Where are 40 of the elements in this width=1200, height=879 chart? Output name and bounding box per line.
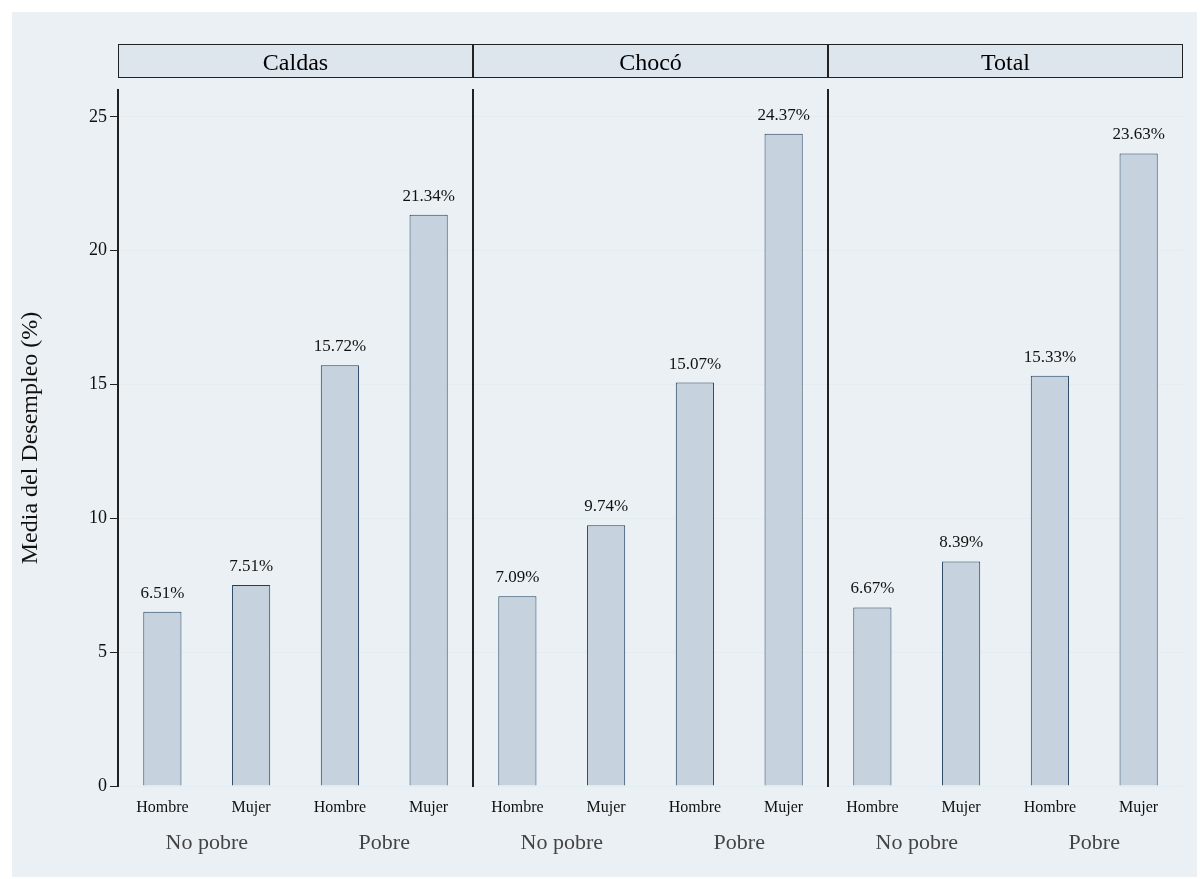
y-axis-title: Media del Desempleo (%) [15, 311, 42, 565]
x-tick-label: Mujer [941, 797, 982, 816]
text: No pobre [520, 828, 603, 854]
data-label: 6.67% [850, 578, 895, 598]
y-tick-label: 15 [89, 373, 107, 394]
x-tick-label: Hombre [491, 797, 544, 815]
y-tick-label: 20 [89, 239, 107, 260]
data-label: 24.37% [757, 104, 810, 124]
data-label: 21.34% [402, 185, 455, 205]
chart-title: Total [828, 44, 1183, 78]
x-tick-label: Mujer [409, 797, 449, 816]
chart-title: Chocó [473, 44, 828, 78]
data-label: 7.09% [495, 567, 540, 587]
x-tick-label: Mujer [231, 797, 272, 816]
y-tick-label: 10 [89, 507, 107, 528]
data-label: 9.74% [584, 496, 629, 516]
y-tick-label: 5 [98, 640, 107, 661]
y-tick-label: 25 [89, 105, 107, 126]
x-tick-label: Hombre [846, 797, 899, 815]
data-label: 6.51% [140, 582, 185, 602]
data-label: 15.72% [313, 336, 367, 356]
text: Pobre [713, 828, 765, 854]
data-label: 23.63% [1112, 124, 1165, 144]
text: No pobre [875, 828, 958, 854]
y-tick-label: 0 [98, 774, 107, 795]
x-tick-label: Mujer [764, 797, 804, 816]
text: No pobre [165, 828, 248, 854]
data-label: 15.33% [1023, 346, 1077, 366]
x-tick-label: Hombre [1023, 797, 1077, 815]
x-tick-label: Hombre [668, 797, 722, 815]
x-tick-label: Mujer [1119, 797, 1159, 816]
data-label: 15.07% [668, 353, 722, 373]
data-label: 7.51% [229, 555, 274, 575]
chart-title: Caldas [118, 44, 473, 78]
x-tick-label: Mujer [586, 797, 627, 816]
data-label: 8.39% [939, 532, 984, 552]
x-tick-label: Hombre [136, 797, 189, 815]
text: Pobre [358, 828, 410, 854]
text: Pobre [1068, 828, 1120, 854]
x-tick-label: Hombre [313, 797, 367, 815]
